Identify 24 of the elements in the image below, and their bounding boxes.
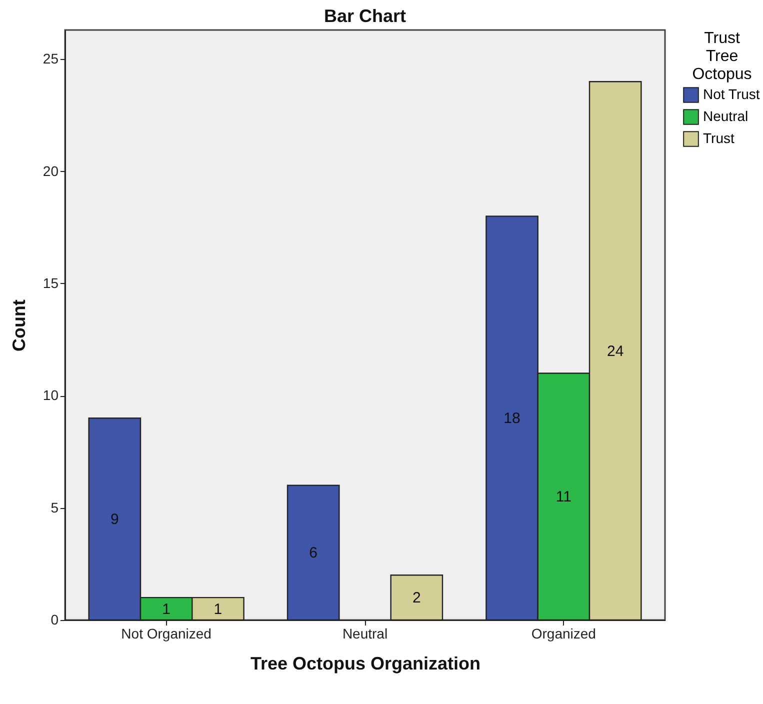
x-tick-label: Organized: [531, 626, 596, 642]
legend-title: Trust Tree Octopus: [692, 30, 752, 83]
chart-title: Bar Chart: [324, 6, 406, 26]
legend-label: Neutral: [703, 108, 748, 124]
y-tick-label: 25: [42, 50, 59, 67]
legend-label: Trust: [703, 130, 734, 146]
data-label: 9: [110, 511, 119, 528]
data-label: 2: [412, 590, 421, 607]
y-tick-label: 5: [50, 499, 59, 516]
data-label: 11: [556, 488, 572, 506]
data-label: 18: [504, 410, 520, 428]
x-axis-title: Tree Octopus Organization: [250, 654, 481, 674]
data-label: 1: [214, 600, 222, 618]
y-tick-label: 20: [42, 162, 59, 179]
data-label: 6: [309, 544, 318, 562]
data-label: 1: [162, 600, 170, 618]
data-label: 24: [606, 342, 624, 360]
y-axis-title: Count: [8, 300, 29, 352]
x-tick-label: Not Organized: [121, 626, 212, 642]
x-tick-label: Neutral: [342, 626, 388, 642]
legend-label: Not Trust: [703, 86, 760, 102]
y-tick-label: 10: [42, 387, 59, 404]
y-tick-label: 15: [42, 275, 59, 291]
y-tick-label: 0: [50, 612, 59, 628]
